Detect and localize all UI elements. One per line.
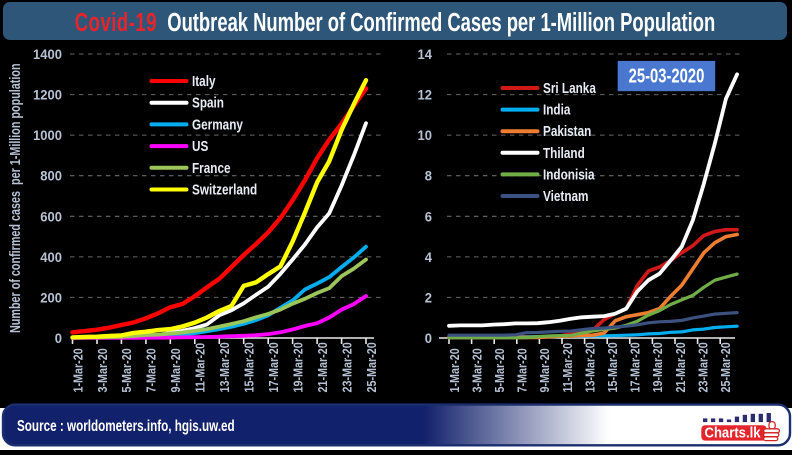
svg-text:US: US <box>192 138 208 154</box>
svg-text:1-Mar-20: 1-Mar-20 <box>447 348 462 393</box>
svg-text:17-Mar-20: 17-Mar-20 <box>266 342 281 393</box>
svg-text:12: 12 <box>418 87 432 103</box>
svg-text:9-Mar-20: 9-Mar-20 <box>537 348 552 393</box>
svg-text:India: India <box>543 101 571 117</box>
svg-text:10: 10 <box>418 128 432 144</box>
svg-text:3-Mar-20: 3-Mar-20 <box>469 348 484 393</box>
svg-text:7-Mar-20: 7-Mar-20 <box>515 348 530 393</box>
svg-text:France: France <box>192 160 230 176</box>
svg-text:25-03-2020: 25-03-2020 <box>629 64 705 87</box>
svg-text:23-Mar-20: 23-Mar-20 <box>695 342 710 393</box>
svg-text:11-Mar-20: 11-Mar-20 <box>193 343 208 393</box>
svg-text:1200: 1200 <box>33 87 62 103</box>
svg-text:Pakistan: Pakistan <box>543 123 591 139</box>
svg-text:11-Mar-20: 11-Mar-20 <box>560 343 575 393</box>
svg-text:2: 2 <box>425 290 432 306</box>
svg-text:6: 6 <box>425 209 433 225</box>
svg-text:7-Mar-20: 7-Mar-20 <box>144 348 159 393</box>
svg-text:19-Mar-20: 19-Mar-20 <box>650 342 665 393</box>
svg-text:15-Mar-20: 15-Mar-20 <box>242 342 257 393</box>
svg-text:Indonisia: Indonisia <box>543 166 595 182</box>
svg-text:17-Mar-20: 17-Mar-20 <box>628 342 643 393</box>
svg-text:5-Mar-20: 5-Mar-20 <box>119 348 134 393</box>
svg-text:0: 0 <box>425 331 432 347</box>
svg-text:Spain: Spain <box>192 95 224 111</box>
svg-text:25-Mar-20: 25-Mar-20 <box>364 342 379 393</box>
svg-text:Vietnam: Vietnam <box>543 188 588 204</box>
svg-text:21-Mar-20: 21-Mar-20 <box>673 342 688 393</box>
svg-text:400: 400 <box>40 249 62 265</box>
svg-text:800: 800 <box>40 168 62 184</box>
svg-text:1400: 1400 <box>33 47 62 63</box>
svg-text:Number of confirmed cases per: Number of confirmed cases per 1-Million … <box>6 63 23 333</box>
svg-text:9-Mar-20: 9-Mar-20 <box>168 348 183 393</box>
svg-text:13-Mar-20: 13-Mar-20 <box>582 342 597 393</box>
svg-text:25-Mar-20: 25-Mar-20 <box>718 342 733 393</box>
svg-text:19-Mar-20: 19-Mar-20 <box>290 342 305 393</box>
svg-text:1000: 1000 <box>33 128 62 144</box>
svg-text:8: 8 <box>425 168 433 184</box>
svg-text:600: 600 <box>40 209 62 225</box>
svg-text:1-Mar-20: 1-Mar-20 <box>70 348 85 393</box>
svg-text:0: 0 <box>55 331 62 347</box>
svg-text:Covid-19 Outbreak Number of C: Covid-19 Outbreak Number of Confirmed Ca… <box>75 8 715 37</box>
svg-text:23-Mar-20: 23-Mar-20 <box>339 342 354 393</box>
svg-text:3-Mar-20: 3-Mar-20 <box>95 348 110 393</box>
svg-text:Switzerland: Switzerland <box>192 181 257 197</box>
svg-text:200: 200 <box>40 290 62 306</box>
svg-text:Charts.lk: Charts.lk <box>704 424 760 441</box>
svg-text:4: 4 <box>425 249 433 265</box>
svg-text:15-Mar-20: 15-Mar-20 <box>605 342 620 393</box>
svg-text:Italy: Italy <box>192 73 216 89</box>
svg-text:Source : worldometers.info, hg: Source : worldometers.info, hgis.uw.ed <box>17 416 235 434</box>
svg-text:5-Mar-20: 5-Mar-20 <box>492 348 507 393</box>
svg-text:Thiland: Thiland <box>543 145 585 161</box>
svg-text:14: 14 <box>418 47 433 63</box>
svg-text:13-Mar-20: 13-Mar-20 <box>217 342 232 393</box>
svg-text:Germany: Germany <box>192 116 243 132</box>
svg-text:21-Mar-20: 21-Mar-20 <box>315 342 330 393</box>
svg-text:Sri Lanka: Sri Lanka <box>543 80 596 96</box>
